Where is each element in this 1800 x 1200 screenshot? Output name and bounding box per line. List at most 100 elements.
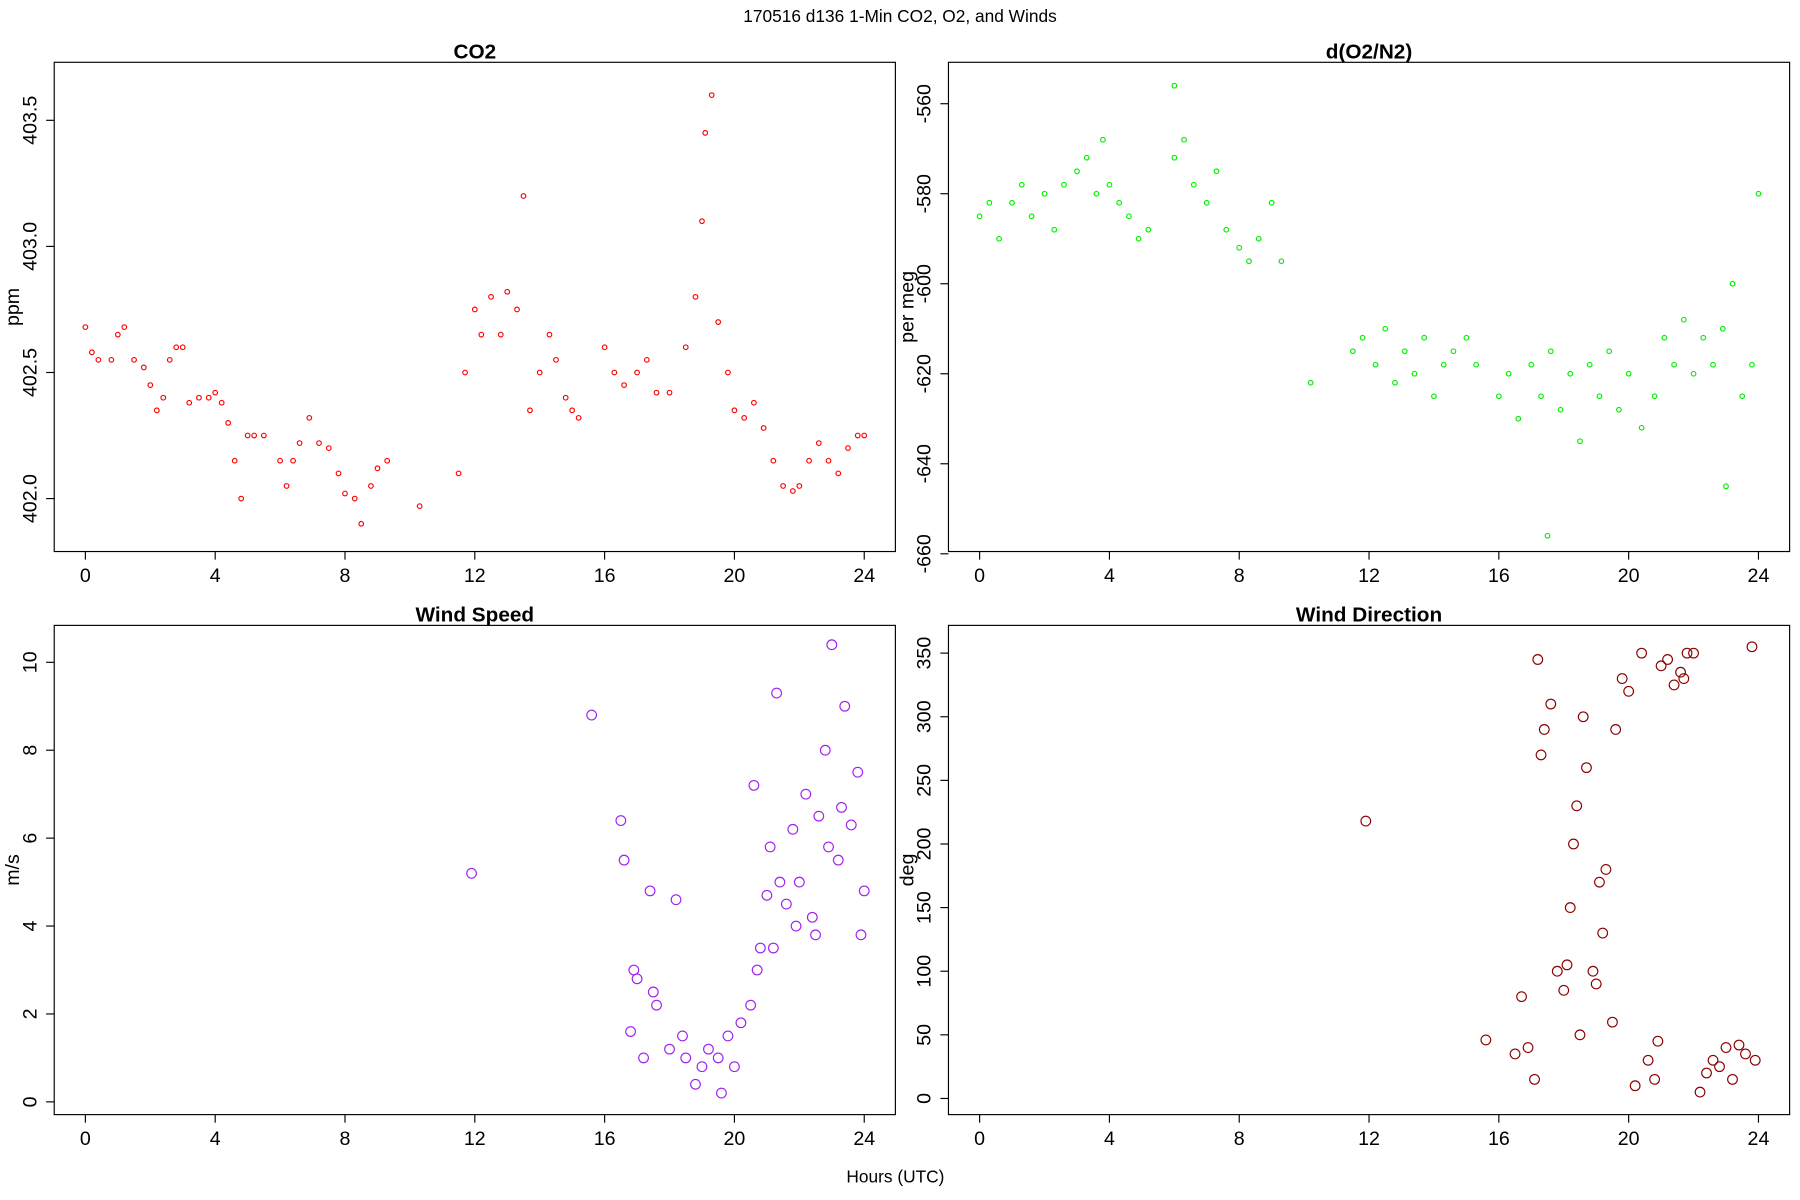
x-tick-label: 0: [80, 565, 91, 587]
data-point: [260, 432, 267, 439]
data-point: [306, 414, 313, 421]
x-tick-label: 20: [724, 1128, 746, 1150]
data-point: [1190, 181, 1197, 188]
x-tick-label: 8: [1234, 565, 1245, 587]
data-point: [810, 929, 821, 941]
data-point: [186, 399, 193, 406]
data-point: [238, 495, 245, 502]
data-point: [677, 1030, 688, 1042]
data-point: [774, 876, 786, 888]
data-point: [160, 394, 167, 401]
data-point: [1411, 370, 1418, 377]
data-point: [1480, 1034, 1492, 1046]
x-tick-label: 4: [1104, 565, 1115, 587]
data-point: [845, 819, 857, 831]
data-point: [1678, 673, 1690, 684]
data-point: [205, 394, 212, 401]
data-point: [1723, 483, 1729, 490]
panel-title: CO2: [453, 41, 496, 64]
data-point: [166, 356, 173, 363]
data-point: [1278, 258, 1285, 265]
data-point: [1681, 647, 1693, 659]
data-point: [761, 889, 773, 901]
data-point: [976, 213, 983, 220]
data-point: [1661, 334, 1668, 341]
data-point: [1203, 199, 1210, 206]
data-point: [121, 324, 128, 330]
data-point: [615, 815, 627, 826]
data-point: [471, 306, 478, 313]
data-point: [634, 369, 640, 376]
data-point: [845, 445, 851, 452]
data-point: [1586, 361, 1593, 368]
x-tick-label: 16: [594, 1128, 616, 1150]
data-point: [1636, 647, 1648, 659]
data-point: [1255, 235, 1262, 242]
data-point: [735, 1017, 747, 1029]
data-point: [1392, 379, 1398, 386]
data-point: [488, 293, 494, 300]
data-point: [1616, 406, 1622, 413]
data-point: [1561, 959, 1573, 971]
data-point: [858, 885, 870, 897]
data-point: [682, 344, 689, 351]
data-point: [1074, 168, 1080, 175]
y-tick-label: -620: [914, 354, 936, 393]
data-point: [1528, 361, 1535, 368]
data-point: [836, 801, 847, 813]
data-point: [1522, 1042, 1534, 1053]
page-title: 170516 d136 1-Min CO2, O2, and Winds: [743, 6, 1057, 26]
data-point: [1360, 815, 1372, 827]
x-tick-label: 16: [594, 565, 616, 587]
data-point: [218, 399, 225, 406]
data-point: [666, 389, 673, 396]
y-tick-label: 403.5: [19, 96, 41, 145]
data-point: [179, 344, 186, 351]
data-point: [643, 356, 650, 363]
data-point: [647, 986, 659, 998]
data-point: [1710, 361, 1716, 368]
data-point: [1223, 226, 1230, 233]
data-point: [569, 407, 576, 414]
data-point: [625, 1026, 636, 1037]
data-point: [1535, 749, 1547, 761]
data-point: [244, 432, 251, 439]
y-tick-label: 100: [914, 955, 936, 988]
data-point: [601, 344, 608, 351]
data-point: [1100, 136, 1106, 143]
data-point: [1587, 965, 1599, 977]
data-point: [1668, 679, 1680, 691]
data-point: [1720, 1042, 1732, 1053]
data-point: [1544, 532, 1551, 539]
x-tick-label: 12: [1358, 1128, 1380, 1150]
x-tick-label: 8: [1234, 1128, 1245, 1150]
data-point: [1623, 685, 1635, 697]
data-point: [1171, 154, 1178, 161]
data-point: [1421, 334, 1428, 341]
x-tick-label: 20: [1618, 1128, 1640, 1150]
y-tick-label: 250: [914, 764, 936, 797]
data-point: [780, 483, 786, 489]
data-point: [1431, 393, 1437, 400]
data-point: [1610, 724, 1622, 735]
data-point: [225, 420, 232, 426]
data-point: [780, 898, 792, 910]
y-axis-label: per meg: [896, 271, 918, 343]
data-point: [1009, 199, 1015, 206]
y-axis-label: deg: [896, 854, 918, 887]
data-point: [1547, 348, 1554, 355]
data-point: [1616, 673, 1628, 684]
data-point: [325, 445, 332, 452]
data-point: [1529, 1073, 1540, 1085]
data-point: [621, 382, 627, 388]
data-point: [702, 130, 709, 136]
data-point: [1557, 406, 1564, 413]
data-point: [1700, 334, 1707, 341]
data-point: [1171, 82, 1178, 89]
y-tick-label: 2: [19, 1009, 41, 1020]
y-tick-label: 402.5: [19, 348, 41, 397]
data-point: [1629, 1080, 1641, 1092]
data-point: [455, 470, 462, 477]
data-point: [1746, 641, 1758, 653]
data-point: [1662, 654, 1674, 665]
